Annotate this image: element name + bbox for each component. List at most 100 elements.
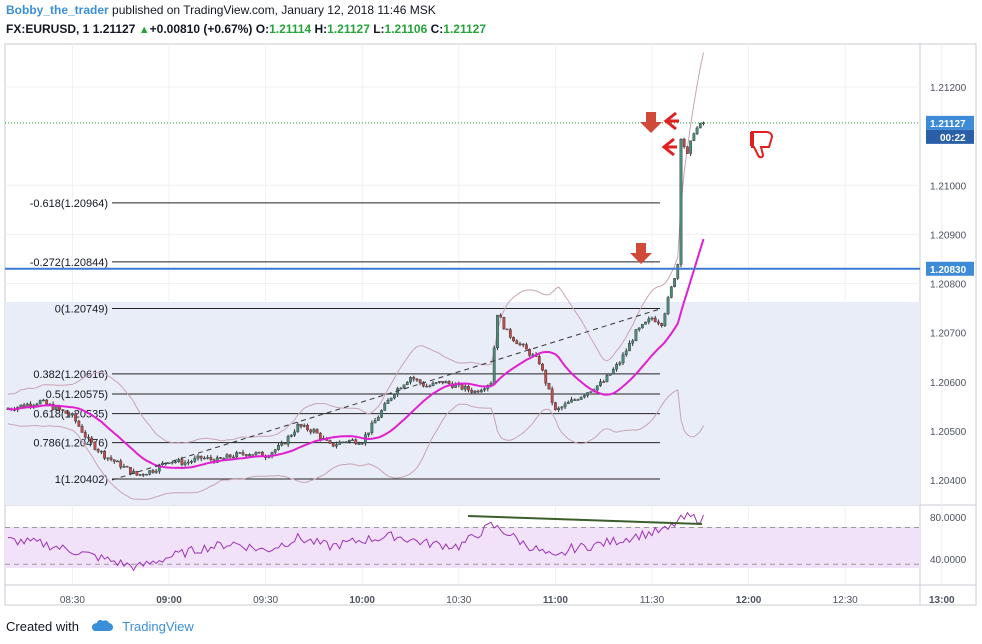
candle-body: [402, 384, 406, 389]
candle-body: [360, 442, 364, 445]
candle-body: [293, 431, 296, 436]
candle-body: [570, 399, 573, 403]
candle-body: [219, 457, 222, 459]
candle-body: [174, 461, 177, 463]
candle-body: [151, 470, 155, 473]
candle-body: [502, 317, 506, 330]
candle-body: [689, 140, 693, 154]
candle-body: [386, 400, 390, 404]
candle-body: [199, 455, 203, 459]
candle-body: [154, 470, 158, 473]
author-link[interactable]: Bobby_the_trader: [6, 3, 109, 17]
candle-body: [99, 450, 103, 453]
candle-body: [496, 314, 499, 349]
candle-body: [599, 381, 602, 386]
fib-label: 0.618(1.20535): [33, 409, 108, 421]
candle-body: [467, 386, 470, 391]
candle-body: [663, 313, 667, 326]
candle-body: [109, 457, 113, 460]
low-value: 1.21106: [384, 22, 428, 36]
candle-body: [283, 442, 287, 445]
candle-body: [438, 381, 441, 383]
candle-body: [341, 441, 345, 444]
candle-body: [186, 461, 190, 464]
level-tag: [926, 261, 974, 276]
candle-body: [624, 350, 628, 355]
candle-body: [473, 390, 477, 393]
candle-body: [370, 422, 374, 434]
candle-body: [273, 449, 277, 453]
candle-body: [615, 364, 618, 370]
last-price: 1.21127: [92, 22, 136, 36]
thumbs-down-icon: [750, 131, 774, 159]
candle-body: [518, 343, 522, 346]
candle-body: [183, 462, 187, 465]
price-axis[interactable]: 1.21200 1.21000 1.20900 1.20800 1.20700 1.206…: [930, 83, 967, 566]
level-tag-text: 1.20830: [930, 265, 967, 276]
rsi-divergence-line[interactable]: [467, 515, 703, 525]
candle-body: [116, 460, 119, 463]
candle-body: [235, 452, 239, 458]
candle-body: [431, 382, 435, 386]
candle-body: [209, 457, 213, 460]
candle-body: [103, 450, 107, 459]
candle-body: [312, 429, 316, 433]
candle-body: [682, 138, 686, 147]
candle-body: [77, 420, 81, 427]
price-tick-label: 1.21200: [930, 83, 967, 94]
candle-body: [499, 314, 503, 318]
candle-body: [93, 441, 97, 450]
candle-body: [376, 417, 380, 421]
fib-label: 0.786(1.20476): [33, 438, 108, 450]
candle-body: [692, 133, 696, 141]
price-tick-label: 1.20400: [930, 476, 967, 487]
trend-line[interactable]: [111, 308, 661, 481]
price-tags: 1.21127 00:22 1.20830: [926, 115, 974, 276]
candle-body: [119, 460, 123, 468]
time-tick-label: 09:00: [156, 595, 182, 606]
fib-label: 0.5(1.20575): [46, 389, 108, 401]
candle-body: [418, 379, 422, 384]
candle-body: [87, 436, 90, 439]
candle-body: [106, 457, 110, 459]
candle-body: [557, 407, 561, 410]
time-tick-label: 08:30: [60, 595, 85, 606]
candle-body: [383, 403, 387, 411]
candle-body: [595, 385, 599, 391]
left-arrow-icon: [661, 137, 677, 157]
publish-text: published on TradingView.com, January 12…: [112, 3, 436, 17]
candle-body: [695, 127, 699, 134]
candle-body: [257, 451, 261, 454]
candle-body: [650, 317, 654, 320]
up-triangle-icon: ▲: [138, 24, 150, 36]
candle-body: [669, 286, 673, 298]
candle-body: [492, 347, 496, 384]
candle-body: [306, 425, 309, 431]
change-value: +0.00810 (+0.67%): [149, 22, 253, 36]
candle-body: [579, 396, 583, 400]
candle-body: [589, 391, 593, 393]
time-tick-label: 11:30: [640, 595, 665, 606]
left-arrow-icon: [663, 111, 679, 131]
fib-label: -0.618(1.20964): [30, 198, 108, 210]
open-label: O:: [255, 22, 270, 36]
candle-body: [122, 466, 126, 468]
candle-body: [180, 459, 184, 465]
candle-body: [83, 432, 87, 438]
candle-body: [563, 403, 567, 408]
close-label: C:: [430, 22, 444, 36]
candle-body: [277, 445, 280, 450]
candle-body: [51, 404, 55, 410]
candle-body: [367, 432, 371, 435]
last-price-tag: [926, 115, 974, 130]
candle-body: [412, 377, 416, 380]
candle-body: [380, 410, 383, 418]
candle-body: [315, 429, 319, 434]
price-tick-label: 1.20800: [930, 280, 967, 291]
time-axis[interactable]: 08:30 09:00 09:30 10:00 10:30 11:00 11:30 12:00…: [60, 595, 955, 606]
tradingview-link[interactable]: TradingView: [122, 619, 194, 634]
candle-body: [331, 443, 335, 447]
candle-body: [196, 455, 200, 459]
candle-body: [70, 413, 74, 416]
